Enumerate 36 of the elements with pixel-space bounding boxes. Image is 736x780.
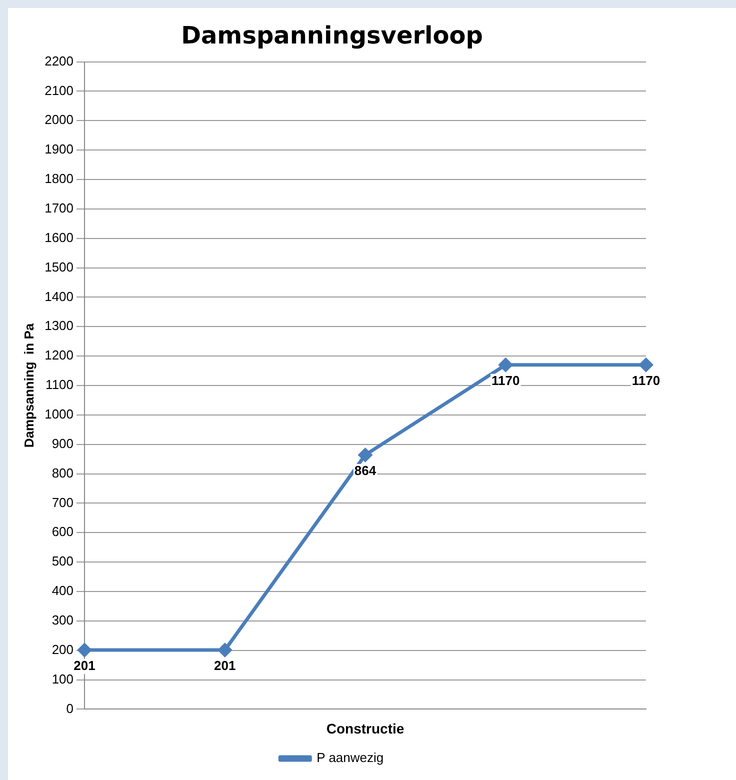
y-tick-label: 1800 <box>44 171 74 186</box>
x-axis-title: Constructie <box>326 720 404 736</box>
y-tick-label: 1500 <box>44 259 74 274</box>
y-tick-label: 1100 <box>46 377 74 392</box>
y-tick-label: 1700 <box>44 200 74 216</box>
y-tick-label: 300 <box>52 612 74 628</box>
y-tick-label: 900 <box>52 436 74 451</box>
point <box>218 643 232 657</box>
y-tick-label: 400 <box>52 583 74 598</box>
y-tick-label: 1900 <box>44 142 74 157</box>
data-label: 201 <box>214 658 236 674</box>
y-tick-label: 600 <box>52 524 74 540</box>
y-tick-label: 2200 <box>44 53 74 68</box>
data-label: 201 <box>74 658 96 674</box>
y-tick-label: 1600 <box>44 230 74 245</box>
y-tick-label: 700 <box>52 494 74 510</box>
point <box>358 448 372 462</box>
point <box>639 358 653 372</box>
y-tick-label: 800 <box>52 465 74 480</box>
y-tick-label: 1200 <box>44 348 74 363</box>
y-tick-label: 2100 <box>44 82 74 98</box>
y-tick-label: 200 <box>52 642 74 657</box>
y-tick-label: 100 <box>52 671 74 686</box>
y-tick-label: 1000 <box>44 406 74 422</box>
chart-title: Damspanningsverloop <box>181 22 483 50</box>
data-label: 1170 <box>492 372 520 388</box>
data-label: 1170 <box>632 372 660 388</box>
point <box>498 358 512 372</box>
legend-label: P aanwezig <box>316 750 384 766</box>
y-tick-label: 0 <box>66 700 74 716</box>
y-tick-label: 1300 <box>44 318 74 334</box>
y-tick-label: 1400 <box>44 288 74 304</box>
y-tick-label: 500 <box>52 554 74 569</box>
y-axis-title: Dampsanning in Pa <box>21 322 36 448</box>
y-tick-label: 2000 <box>44 112 74 128</box>
data-label: 864 <box>354 463 377 478</box>
